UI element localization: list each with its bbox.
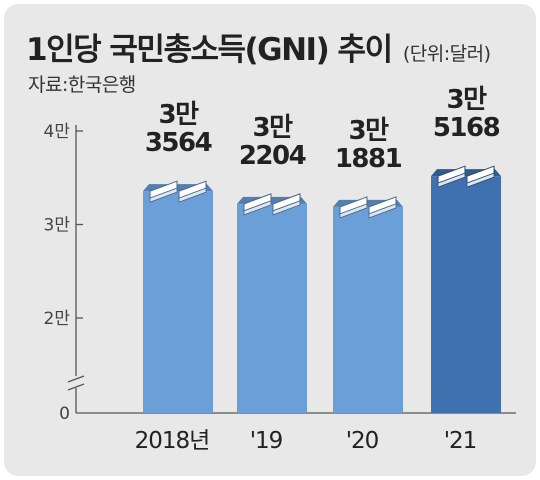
bar [143,191,213,413]
data-label: 3만 [446,85,487,115]
unit-label: (단위:달러) [402,43,491,65]
x-tick-label: '19 [250,428,283,454]
x-tick-label: 2018년 [135,428,210,454]
y-tick-label: 4만 [44,122,71,142]
data-label: 3만 [252,113,293,143]
bar [237,203,307,413]
x-tick-label: '21 [444,428,477,454]
money-stack-side [437,172,466,188]
bar-chart: 02만3만4만3만35642018년3만2204'193만1881'203만51… [44,85,516,454]
bar [431,176,501,413]
chart-title: 1인당 국민총소득(GNI) 추이 (단위:달러) [26,32,491,68]
data-label: 3만 [158,100,199,130]
money-stack-side [339,203,368,219]
bar [333,206,403,413]
data-label: 3564 [145,128,212,158]
source-label: 자료:한국은행 [28,74,136,96]
data-label: 1881 [335,144,402,174]
money-stack-side [368,203,397,219]
data-label: 3만 [348,116,389,146]
x-tick-label: '20 [346,428,379,454]
money-stack-side [178,187,207,203]
money-stack-side [466,172,495,188]
y-tick-label: 2만 [44,309,71,329]
data-label: 5168 [433,113,500,143]
money-stack-side [243,200,272,216]
data-label: 2204 [239,141,306,171]
chart-card: 1인당 국민총소득(GNI) 추이 (단위:달러) 자료:한국은행 0 2만 3만 4… [4,4,536,476]
y-tick-label: 3만 [44,216,71,236]
axis-break-mark [67,375,85,391]
money-stack-side [272,200,301,216]
money-stack-side [149,187,178,203]
y-tick-label: 0 [59,404,70,424]
